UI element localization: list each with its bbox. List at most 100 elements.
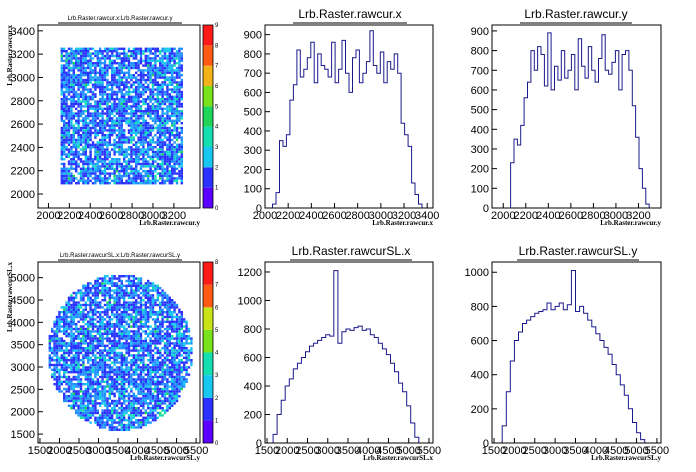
heatmap-cell — [72, 141, 75, 144]
heatmap-cell — [91, 378, 95, 381]
heatmap-cell — [111, 282, 114, 285]
heatmap-cell — [115, 110, 119, 113]
heatmap-cell — [72, 129, 75, 132]
heatmap-cell — [111, 131, 114, 134]
heatmap-cell — [101, 361, 104, 364]
heatmap-cell — [63, 69, 66, 72]
heatmap-cell — [118, 368, 121, 371]
heatmap-cell — [139, 134, 143, 137]
heatmap-cell — [113, 71, 116, 74]
heatmap-cell — [67, 383, 71, 386]
heatmap-cell — [118, 114, 121, 118]
chart-title: Lrb.Raster.rawcur.y — [524, 7, 627, 21]
heatmap-cell — [77, 172, 80, 175]
heatmap-cell — [77, 182, 80, 185]
heatmap-cell — [96, 57, 99, 60]
heatmap-cell — [108, 291, 111, 295]
heatmap-cell — [154, 52, 157, 55]
heatmap-cell — [82, 124, 85, 127]
heatmap-cell — [89, 134, 92, 137]
heatmap-cell — [65, 303, 68, 307]
heatmap-cell — [94, 291, 97, 295]
heatmap-cell — [91, 335, 95, 338]
heatmap-cell — [65, 380, 68, 383]
heatmap-cell — [118, 421, 121, 424]
heatmap-cell — [120, 313, 123, 316]
heatmap-cell — [180, 93, 183, 96]
heatmap-cell — [63, 387, 66, 391]
heatmap-cell — [75, 397, 78, 400]
heatmap-cell — [84, 71, 87, 74]
heatmap-cell — [142, 158, 145, 161]
heatmap-cell — [156, 141, 159, 144]
heatmap-cell — [154, 387, 157, 391]
heatmap-cell — [137, 419, 140, 422]
heatmap-cell — [113, 392, 116, 395]
heatmap-cell — [163, 170, 167, 173]
heatmap-cell — [113, 368, 116, 371]
heatmap-cell — [48, 347, 51, 350]
heatmap-cell — [79, 325, 83, 328]
heatmap-cell — [125, 380, 128, 383]
heatmap-cell — [127, 277, 131, 280]
heatmap-cell — [132, 170, 135, 173]
heatmap-cell — [113, 325, 116, 328]
heatmap-cell — [63, 311, 66, 314]
heatmap-cell — [135, 387, 138, 391]
heatmap-cell — [154, 359, 157, 362]
heatmap-cell — [55, 387, 59, 391]
heatmap-cell — [91, 284, 95, 287]
histogram-bin — [568, 70, 571, 208]
heatmap-cell — [103, 289, 107, 292]
heatmap-cell — [79, 177, 83, 180]
heatmap-cell — [151, 129, 155, 132]
heatmap-cell — [142, 71, 145, 74]
heatmap-cell — [96, 134, 99, 137]
heatmap-cell — [168, 102, 171, 106]
heatmap-cell — [87, 83, 90, 86]
heatmap-cell — [120, 177, 123, 180]
heatmap-cell — [163, 69, 167, 72]
heatmap-cell — [111, 66, 114, 70]
heatmap-cell — [106, 93, 109, 96]
heatmap-cell — [72, 71, 75, 74]
heatmap-cell — [72, 359, 75, 362]
histogram-bin — [321, 66, 325, 209]
heatmap-cell — [123, 303, 126, 307]
heatmap-cell — [130, 122, 133, 125]
heatmap-cell — [60, 174, 63, 178]
heatmap-cell — [87, 170, 90, 173]
heatmap-cell — [60, 153, 63, 156]
heatmap-cell — [151, 342, 155, 345]
heatmap-cell — [103, 86, 107, 89]
heatmap-cell — [63, 50, 66, 53]
heatmap-cell — [82, 90, 85, 94]
heatmap-cell — [48, 359, 51, 362]
heatmap-cell — [82, 165, 85, 168]
x-tick-label: 3000 — [369, 210, 393, 222]
heatmap-cell — [82, 287, 85, 290]
heatmap-cell — [161, 98, 164, 101]
heatmap-cell — [156, 117, 159, 120]
heatmap-cell — [142, 146, 145, 149]
heatmap-cell — [132, 411, 135, 415]
heatmap-cell — [60, 172, 63, 175]
heatmap-cell — [166, 363, 169, 367]
heatmap-cell — [154, 76, 157, 79]
heatmap-cell — [132, 100, 135, 103]
heatmap-cell — [132, 347, 135, 350]
heatmap-cell — [173, 378, 176, 381]
heatmap-cell — [58, 342, 61, 345]
heatmap-cell — [163, 395, 167, 398]
heatmap-cell — [147, 366, 150, 369]
heatmap-cell — [67, 335, 71, 338]
heatmap-cell — [84, 69, 87, 72]
heatmap-cell — [84, 182, 87, 185]
heatmap-cell — [99, 332, 102, 335]
heatmap-cell — [63, 148, 66, 151]
heatmap-cell — [101, 170, 104, 173]
heatmap-cell — [166, 131, 169, 134]
heatmap-cell — [166, 150, 169, 154]
heatmap-cell — [103, 119, 107, 122]
heatmap-cell — [151, 170, 155, 173]
